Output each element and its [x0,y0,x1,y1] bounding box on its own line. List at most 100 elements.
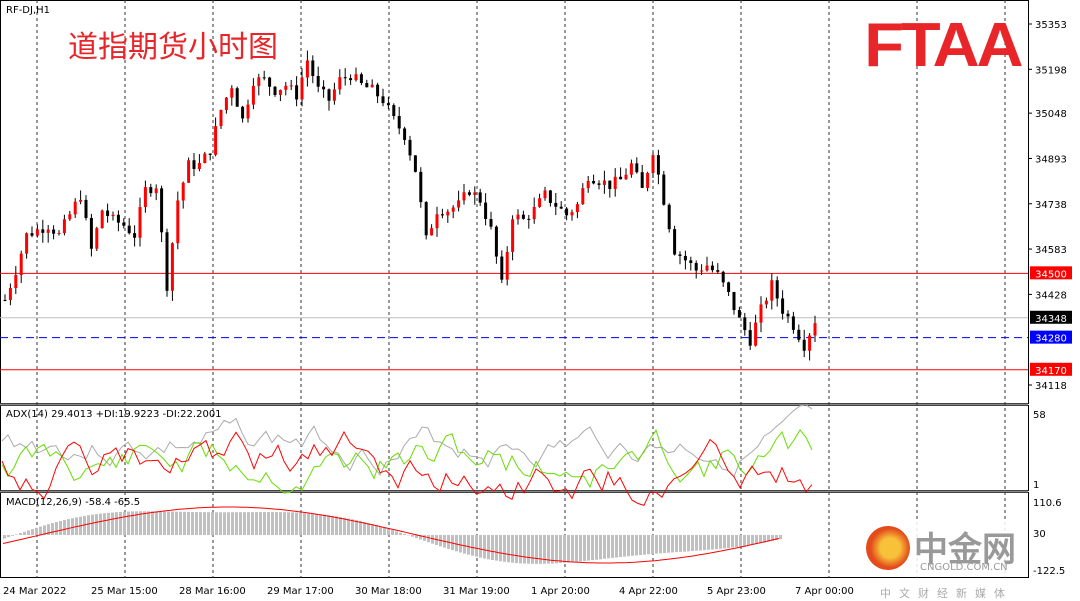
macd-bar [115,512,118,535]
macd-bar [519,535,522,564]
macd-bar [391,530,394,535]
macd-bar [255,512,258,535]
macd-bar [751,535,754,545]
macd-bar [763,535,766,543]
candle-body [68,214,72,220]
macd-bar [563,535,566,563]
candle-body [154,188,158,194]
candle-body [111,214,115,217]
macd-bar [335,516,338,535]
macd-bar [679,535,682,552]
macd-bar [91,514,94,535]
macd-bar [295,512,298,535]
macd-bar [539,535,542,564]
candle-body [721,271,725,283]
candle-body [597,183,601,185]
macd-bar [203,512,206,535]
price-tick: 34428 [1035,290,1067,301]
macd-bar [507,535,510,563]
candle-body [791,316,795,330]
candle-body [727,282,731,292]
macd-bar [151,511,154,535]
macd-bar [431,535,434,544]
candle-body [338,77,342,90]
macd-bar [739,535,742,547]
candle-body [754,322,758,346]
macd-bar [371,524,374,535]
macd-bar [363,522,366,535]
candle-body [516,214,520,220]
candle-body [413,155,417,172]
macd-bar [143,511,146,535]
candle-body [257,77,261,86]
candle-body [586,180,590,189]
adx-axis: 58 [1033,410,1046,421]
macd-signal-line [2,506,780,564]
candle-body [408,139,412,156]
candle-body [251,85,255,105]
candle-body [694,262,698,271]
candle-body [775,280,779,299]
macd-bar [367,523,370,535]
price-tick: 35048 [1035,109,1067,120]
macd-bar [43,525,46,535]
macd-bar [767,535,770,542]
candle-body [808,335,812,351]
macd-bar [535,535,538,564]
macd-bar [667,535,670,553]
ftaa-logo: FTAA [864,11,1023,80]
time-label: 24 Mar 2022 [3,586,66,597]
candle-body [732,291,736,311]
macd-bar [607,535,610,559]
candle-body [273,86,277,95]
macd-bar [719,535,722,549]
candle-body [548,190,552,203]
macd-bar [471,535,474,556]
candle-body [419,171,423,203]
macd-bar [347,518,350,535]
macd-bar [227,512,230,535]
macd-bar [195,512,198,535]
macd-bar [155,511,158,535]
watermark-cn: 中金网 [914,530,1016,570]
candle-body [8,288,12,301]
macd-bar [319,514,322,535]
macd-bar [575,535,578,562]
candle-body [138,207,142,238]
macd-bar [311,513,314,535]
candle-body [187,160,191,183]
candle-body [602,180,606,185]
macd-bar [515,535,518,564]
minus-di-line [1,430,813,507]
price-tick: 34738 [1035,200,1067,211]
candle-body [430,228,434,236]
candle-body [440,214,444,216]
macd-bar [479,535,482,558]
macd-axis: -122.5 [1033,566,1065,577]
candle-body [570,212,574,216]
symbol-label: RF-DJ,H1 [6,5,51,16]
macd-bar [271,512,274,535]
macd-axis: 110.6 [1033,498,1062,509]
macd-bar [63,520,66,535]
macd-bar [495,535,498,561]
macd-bar [711,535,714,550]
candle-body [3,299,7,301]
macd-bar [39,526,42,535]
macd-bar [775,535,778,541]
candle-body [802,339,806,351]
macd-bar [699,535,702,551]
candle-body [667,204,671,230]
macd-bar [655,535,658,554]
macd-bar [15,534,18,535]
macd-bar [387,528,390,535]
candle-body [30,233,34,236]
time-label: 31 Mar 19:00 [443,586,510,597]
macd-bar [659,535,662,554]
level-tag [1030,330,1072,344]
macd-bar [487,535,490,560]
macd-bar [179,511,182,535]
macd-bar [635,535,638,556]
macd-bar [279,512,282,535]
